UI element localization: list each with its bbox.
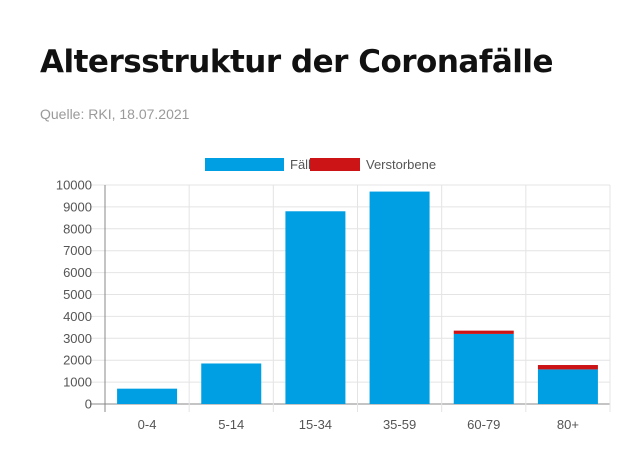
- y-tick-label: 1000: [63, 375, 92, 390]
- y-tick-label: 2000: [63, 353, 92, 368]
- bar-cases: [117, 388, 178, 404]
- bar-cases: [537, 369, 598, 404]
- y-tick-label: 5000: [63, 287, 92, 302]
- y-tick-label: 6000: [63, 265, 92, 280]
- legend-swatch-cases: [205, 158, 284, 171]
- y-tick-label: 0: [85, 397, 92, 412]
- axes: 0 1000 2000 3000 4000 5000 6000 7000 8000 9000 100…: [56, 178, 579, 433]
- x-tick-label: 60-79: [467, 417, 500, 432]
- x-tick-label: 80+: [557, 417, 579, 432]
- bar-cases: [453, 333, 514, 404]
- bar-cases: [201, 363, 262, 404]
- x-tick-label: 5-14: [218, 417, 244, 432]
- y-tick-label: 8000: [63, 221, 92, 236]
- y-tick-label: 10000: [56, 178, 92, 193]
- y-tick-label: 4000: [63, 309, 92, 324]
- chart-title: Altersstruktur der Coronafälle: [40, 44, 554, 80]
- x-tick-label: 35-59: [383, 417, 416, 432]
- grid-lines: [90, 184, 611, 412]
- legend-swatch-deaths: [310, 158, 360, 171]
- y-tick-label: 7000: [63, 243, 92, 258]
- x-tick-label: 0-4: [138, 417, 157, 432]
- y-tick-label: 9000: [63, 199, 92, 214]
- x-tick-label: 15-34: [299, 417, 332, 432]
- source-note: Quelle: RKI, 18.07.2021: [40, 106, 190, 122]
- bar-deaths: [537, 365, 598, 370]
- legend: Fälle Verstorbene: [205, 157, 436, 172]
- y-tick-label: 3000: [63, 331, 92, 346]
- legend-label-deaths: Verstorbene: [366, 157, 436, 172]
- bar-deaths: [453, 330, 514, 334]
- bar-cases: [285, 211, 346, 404]
- bar-cases: [369, 191, 430, 404]
- bars: [117, 191, 598, 404]
